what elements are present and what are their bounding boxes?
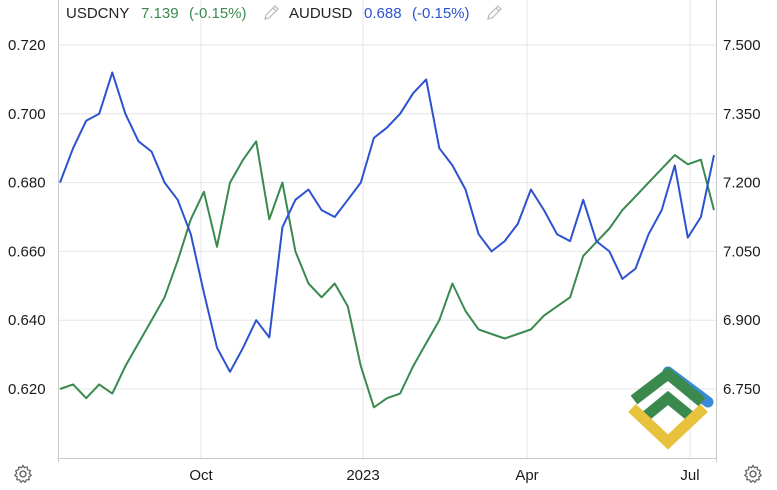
y-left-tick-label: 0.620 — [8, 381, 46, 398]
y-left-tick-label: 0.720 — [8, 37, 46, 54]
series-line-audusd — [59, 71, 715, 373]
y-right-tick-label: 7.500 — [723, 37, 761, 54]
y-right-tick-label: 7.200 — [723, 175, 761, 192]
series-line-usdcny — [59, 140, 715, 409]
legend-audusd-name: AUDUSD — [289, 5, 353, 22]
pencil-icon[interactable] — [264, 5, 279, 20]
y-left-tick-label: 0.660 — [8, 243, 46, 260]
x-tick-label: 2023 — [346, 467, 379, 484]
y-right-tick-label: 7.050 — [723, 243, 761, 260]
legend-usdcny-change: (-0.15%) — [189, 5, 247, 22]
pencil-icon[interactable] — [487, 5, 502, 20]
x-tick-label: Oct — [189, 467, 213, 484]
x-tick-label: Apr — [515, 467, 538, 484]
legend-audusd-last: 0.688 — [364, 5, 402, 22]
x-tick-label: Jul — [680, 467, 699, 484]
y-right-tick-label: 6.750 — [723, 381, 761, 398]
gear-icon[interactable] — [12, 463, 34, 485]
brand-logo — [628, 366, 714, 450]
y-right-tick-label: 6.900 — [723, 312, 761, 329]
legend-audusd-change: (-0.15%) — [412, 5, 470, 22]
y-axis-right: 7.500 7.350 7.200 7.050 6.900 6.750 — [723, 37, 761, 398]
chart-grid — [59, 0, 716, 458]
legend-usdcny-name: USDCNY — [66, 5, 129, 22]
y-left-tick-label: 0.640 — [8, 312, 46, 329]
legend: USDCNY 7.139 (-0.15%) AUDUSD 0.688 (-0.1… — [66, 5, 502, 22]
y-left-tick-label: 0.680 — [8, 175, 46, 192]
y-left-tick-label: 0.700 — [8, 106, 46, 123]
y-right-tick-label: 7.350 — [723, 106, 761, 123]
y-axis-left: 0.720 0.700 0.680 0.660 0.640 0.620 — [8, 37, 46, 398]
series-layer — [59, 71, 715, 409]
x-axis: Oct 2023 Apr Jul — [189, 467, 699, 484]
legend-usdcny-last: 7.139 — [141, 5, 179, 22]
gear-icon[interactable] — [742, 463, 764, 485]
